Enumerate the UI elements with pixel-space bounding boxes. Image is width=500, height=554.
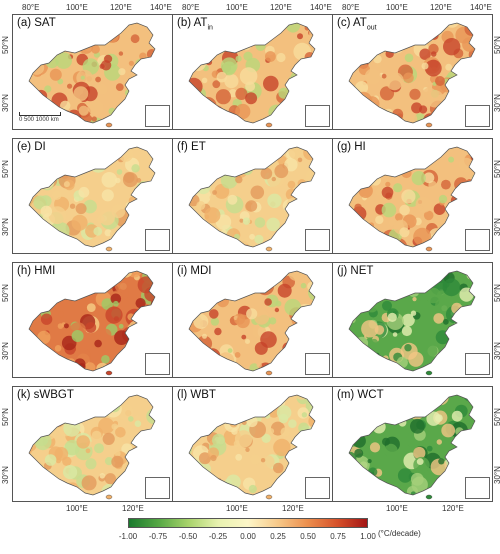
- lon-tick-bottom: 120°E: [282, 504, 304, 513]
- colorbar-tick: 1.00: [360, 532, 376, 541]
- lat-tick-left: 50°N: [1, 284, 10, 302]
- south-china-sea-inset: [465, 477, 490, 499]
- panel-label: (l) WBT: [177, 389, 216, 401]
- south-china-sea-inset: [145, 353, 170, 375]
- scale-bar: 0 500 1000 km: [19, 112, 61, 123]
- south-china-sea-inset: [305, 477, 330, 499]
- panel-label: (c) ATout: [337, 17, 377, 32]
- china-map: [28, 270, 156, 376]
- map-panel-swbgt: (k) sWBGT: [12, 386, 173, 502]
- colorbar-tick: -1.00: [118, 532, 138, 541]
- lon-tick-top: 80°E: [342, 3, 360, 12]
- map-panel-hmi: (h) HMI: [12, 262, 173, 378]
- lon-tick-top: 80°E: [182, 3, 200, 12]
- lat-tick-left: 50°N: [1, 160, 10, 178]
- colorbar-tick: 0.00: [240, 532, 256, 541]
- lat-tick-right: 30°N: [493, 218, 500, 236]
- lon-tick-top: 120°E: [110, 3, 132, 12]
- lat-tick-left: 50°N: [1, 36, 10, 54]
- lon-tick-bottom: 120°E: [122, 504, 144, 513]
- china-map: [348, 394, 476, 500]
- china-map: [188, 22, 316, 128]
- panel-label: (a) SAT: [17, 17, 56, 29]
- map-panel-at-out: (c) ATout: [332, 14, 493, 130]
- lon-tick-top: 80°E: [22, 3, 40, 12]
- lon-tick-top: 100°E: [386, 3, 408, 12]
- lon-tick-bottom: 100°E: [66, 504, 88, 513]
- lat-tick-left: 50°N: [1, 408, 10, 426]
- china-map: [348, 22, 476, 128]
- panel-label: (f) ET: [177, 141, 206, 153]
- south-china-sea-inset: [145, 105, 170, 127]
- south-china-sea-inset: [305, 105, 330, 127]
- lat-tick-left: 30°N: [1, 94, 10, 112]
- south-china-sea-inset: [465, 353, 490, 375]
- colorbar-tick: 0.25: [270, 532, 286, 541]
- lon-tick-top: 140°E: [150, 3, 172, 12]
- colorbar-tick: 0.50: [300, 532, 316, 541]
- china-map: [28, 394, 156, 500]
- map-panel-hi: (g) HI: [332, 138, 493, 254]
- map-panel-wct: (m) WCT: [332, 386, 493, 502]
- colorbar-tick: -0.75: [148, 532, 168, 541]
- panel-label: (m) WCT: [337, 389, 384, 401]
- lon-tick-top: 100°E: [226, 3, 248, 12]
- lon-tick-bottom: 100°E: [226, 504, 248, 513]
- lat-tick-left: 30°N: [1, 218, 10, 236]
- china-map: [348, 270, 476, 376]
- lat-tick-right: 50°N: [493, 284, 500, 302]
- china-map: [188, 270, 316, 376]
- colorbar-tick: -0.50: [178, 532, 198, 541]
- map-panel-wbt: (l) WBT: [172, 386, 333, 502]
- china-map: [28, 22, 156, 128]
- map-panel-mdi: (i) MDI: [172, 262, 333, 378]
- panel-label: (i) MDI: [177, 265, 212, 277]
- lon-tick-top: 140°E: [310, 3, 332, 12]
- colorbar-unit: (°C/decade): [378, 529, 421, 538]
- panel-label: (h) HMI: [17, 265, 56, 277]
- lon-tick-top: 120°E: [430, 3, 452, 12]
- south-china-sea-inset: [305, 353, 330, 375]
- panel-label: (g) HI: [337, 141, 366, 153]
- china-map: [28, 146, 156, 252]
- lat-tick-right: 50°N: [493, 36, 500, 54]
- south-china-sea-inset: [465, 229, 490, 251]
- map-panel-sat: (a) SAT 0 500 1000 km: [12, 14, 173, 130]
- south-china-sea-inset: [145, 229, 170, 251]
- panel-label: (j) NET: [337, 265, 374, 277]
- colorbar-tick: -0.25: [208, 532, 228, 541]
- lat-tick-left: 30°N: [1, 342, 10, 360]
- map-panel-at-in: (b) ATin: [172, 14, 333, 130]
- colorbar: [128, 518, 368, 528]
- lon-tick-bottom: 120°E: [442, 504, 464, 513]
- lat-tick-right: 30°N: [493, 342, 500, 360]
- map-panel-net: (j) NET: [332, 262, 493, 378]
- lat-tick-right: 30°N: [493, 94, 500, 112]
- lat-tick-right: 50°N: [493, 160, 500, 178]
- panel-label: (k) sWBGT: [17, 389, 74, 401]
- panel-label: (e) DI: [17, 141, 46, 153]
- lon-tick-top: 100°E: [66, 3, 88, 12]
- lat-tick-right: 30°N: [493, 466, 500, 484]
- panel-label: (b) ATin: [177, 17, 213, 32]
- lat-tick-left: 30°N: [1, 466, 10, 484]
- lat-tick-right: 50°N: [493, 408, 500, 426]
- colorbar-tick: 0.75: [330, 532, 346, 541]
- lon-tick-bottom: 100°E: [386, 504, 408, 513]
- china-map: [188, 146, 316, 252]
- south-china-sea-inset: [465, 105, 490, 127]
- lon-tick-top: 120°E: [270, 3, 292, 12]
- lon-tick-top: 140°E: [470, 3, 492, 12]
- map-panel-et: (f) ET: [172, 138, 333, 254]
- south-china-sea-inset: [305, 229, 330, 251]
- south-china-sea-inset: [145, 477, 170, 499]
- map-panel-di: (e) DI: [12, 138, 173, 254]
